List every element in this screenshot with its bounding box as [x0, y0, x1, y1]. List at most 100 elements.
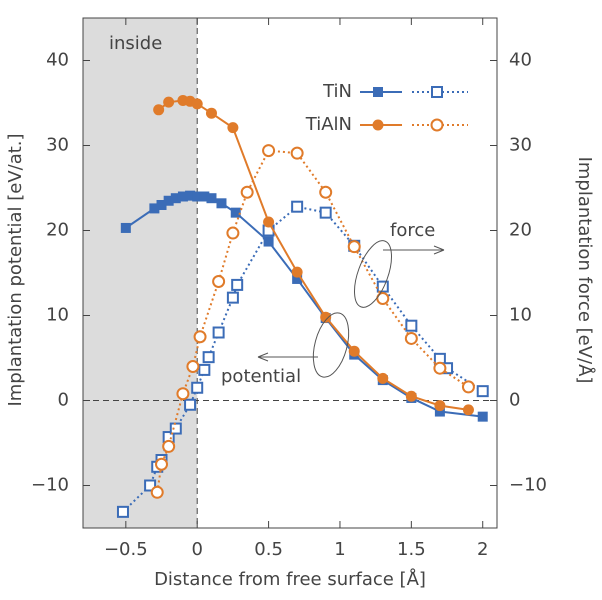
open-square	[405, 319, 418, 332]
inside-region	[83, 18, 198, 528]
force-line	[156, 149, 469, 493]
open-square	[476, 385, 489, 398]
open-square	[198, 363, 211, 376]
circle	[205, 107, 217, 119]
circle	[163, 96, 175, 108]
square	[192, 191, 203, 202]
circle	[227, 122, 239, 134]
open-circle	[376, 292, 390, 305]
open-circle	[150, 485, 164, 499]
square	[170, 193, 181, 204]
x-tick-label: 0.5	[254, 539, 283, 560]
square	[156, 200, 167, 210]
circle	[434, 400, 446, 412]
y-tick-label: 0	[58, 390, 69, 411]
square	[230, 207, 241, 218]
open-square	[431, 86, 443, 98]
y-tick-label: 30	[46, 135, 69, 156]
open-circle	[162, 439, 176, 453]
square	[292, 273, 303, 284]
square	[177, 191, 188, 202]
x-tick-label: −0.5	[104, 539, 148, 560]
open-square	[116, 505, 129, 518]
square	[373, 87, 383, 97]
open-circle	[226, 226, 240, 240]
square	[163, 195, 174, 206]
open-square	[226, 291, 239, 304]
force-line	[122, 205, 484, 513]
circle	[191, 98, 203, 110]
annotation: potential	[221, 366, 301, 387]
circle	[462, 404, 474, 416]
open-square	[212, 326, 225, 339]
x-tick-label: 0	[191, 539, 202, 560]
x-tick-label: 2	[477, 539, 488, 560]
circle	[377, 372, 389, 384]
y2-tick-label: 40	[509, 50, 532, 71]
y-axis-title: Implantation potential [eV/at.]	[5, 133, 26, 406]
force-ellipse	[354, 240, 392, 308]
y2-axis-title: Implantation force [eV/Å]	[574, 157, 596, 384]
open-circle	[262, 144, 276, 158]
open-square	[231, 278, 244, 291]
square	[216, 198, 227, 209]
y2-tick-label: 0	[509, 390, 520, 411]
open-circle	[404, 331, 418, 345]
circle	[372, 119, 384, 131]
open-square	[291, 200, 304, 213]
circle	[320, 311, 332, 323]
y-tick-label: −10	[31, 475, 69, 496]
force-arrow-head	[433, 245, 445, 255]
y-tick-label: 20	[46, 220, 69, 241]
open-square	[191, 381, 204, 394]
open-circle	[319, 185, 333, 199]
x-tick-label: 1.5	[397, 539, 426, 560]
open-square	[144, 479, 157, 492]
open-circle	[433, 361, 447, 375]
open-circle	[212, 275, 226, 288]
y2-tick-label: 20	[509, 220, 532, 241]
open-circle	[290, 146, 304, 160]
square	[185, 190, 196, 201]
open-square	[184, 398, 197, 411]
open-square	[376, 280, 389, 293]
circle	[291, 266, 303, 278]
region-label: inside	[109, 33, 162, 54]
open-circle	[186, 360, 200, 373]
square	[263, 236, 274, 247]
x-axis-title: Distance from free surface [Å]	[154, 568, 426, 590]
square	[199, 191, 210, 202]
open-circle	[461, 380, 475, 394]
open-circle	[176, 387, 190, 401]
open-circle	[430, 118, 444, 132]
circle	[263, 216, 275, 228]
open-circle	[155, 457, 169, 471]
y-tick-label: 40	[46, 50, 69, 71]
y2-tick-label: −10	[509, 475, 547, 496]
open-circle	[193, 330, 207, 344]
legend-label: TiN	[322, 81, 352, 102]
square	[120, 222, 131, 233]
square	[206, 193, 217, 204]
x-tick-label: 1	[334, 539, 345, 560]
y2-tick-label: 30	[509, 135, 532, 156]
open-circle	[347, 240, 361, 254]
square	[434, 406, 445, 417]
square	[149, 203, 160, 214]
y-tick-label: 10	[46, 305, 69, 326]
square	[477, 411, 488, 422]
open-square	[202, 351, 215, 364]
potential-arrow-head	[257, 352, 269, 362]
open-square	[319, 206, 332, 219]
circle	[153, 104, 165, 116]
open-square	[169, 422, 182, 435]
legend-label: TiAlN	[305, 114, 352, 135]
annotation: force	[390, 220, 435, 241]
potential-ellipse	[312, 312, 350, 378]
y2-tick-label: 10	[509, 305, 532, 326]
circle	[348, 345, 360, 357]
circle	[405, 390, 417, 402]
open-circle	[240, 185, 254, 199]
plot-frame	[82, 17, 498, 529]
